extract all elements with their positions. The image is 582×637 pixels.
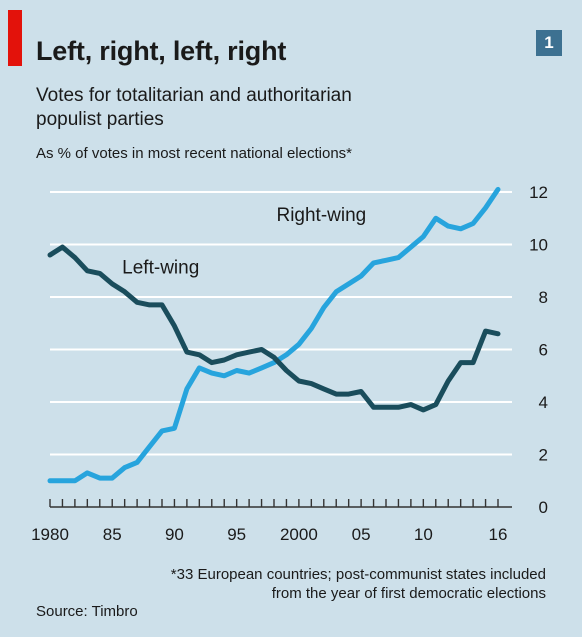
brand-red-tab [8,10,22,66]
x-tick-label: 95 [227,525,246,544]
series-line-left-wing [47,244,501,413]
y-tick-label: 0 [539,498,548,517]
series-label: Right-wing [276,205,366,226]
y-tick-label: 2 [539,446,548,465]
source-note: Source: Timbro [36,603,138,620]
y-tick-label: 12 [529,183,548,202]
x-tick-label: 85 [103,525,122,544]
footnote: *33 European countries; post-communist s… [170,566,546,602]
x-tick-label: 1980 [31,525,69,544]
x-tick-label: 05 [352,525,371,544]
y-tick-label: 4 [539,393,548,412]
chart-unit-label: As % of votes in most recent national el… [36,145,352,162]
chart-number-badge: 1 [536,30,562,56]
y-tick-label: 10 [529,236,548,255]
y-tick-label: 6 [539,341,548,360]
chart-subtitle: Votes for totalitarian and authoritarian… [36,85,352,130]
x-tick-label: 90 [165,525,184,544]
x-tick-label: 10 [414,525,433,544]
series-line-right-wing [47,186,501,484]
y-tick-label: 8 [539,288,548,307]
series-label: Left-wing [122,257,199,278]
x-tick-label: 2000 [280,525,318,544]
chart-title: Left, right, left, right [36,36,287,66]
x-tick-label: 16 [489,525,508,544]
